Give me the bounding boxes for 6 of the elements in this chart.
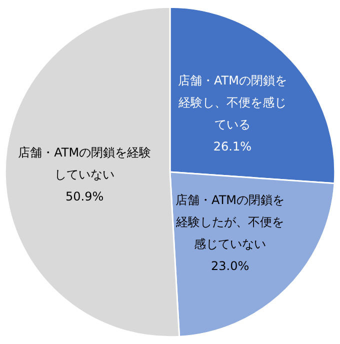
data-label: 26.1% <box>213 140 252 154</box>
data-label: 50.9% <box>66 189 104 204</box>
slice-label: 店舗・ATMの閉鎖を経験していない <box>18 145 152 182</box>
slice-label: 店舗・ATMの閉鎖を経験し、不便を感じている <box>177 74 287 132</box>
data-label: 23.0% <box>210 258 250 273</box>
slice-label: 店舗・ATMの閉鎖を経験したが、不便を感じていない <box>175 192 285 251</box>
